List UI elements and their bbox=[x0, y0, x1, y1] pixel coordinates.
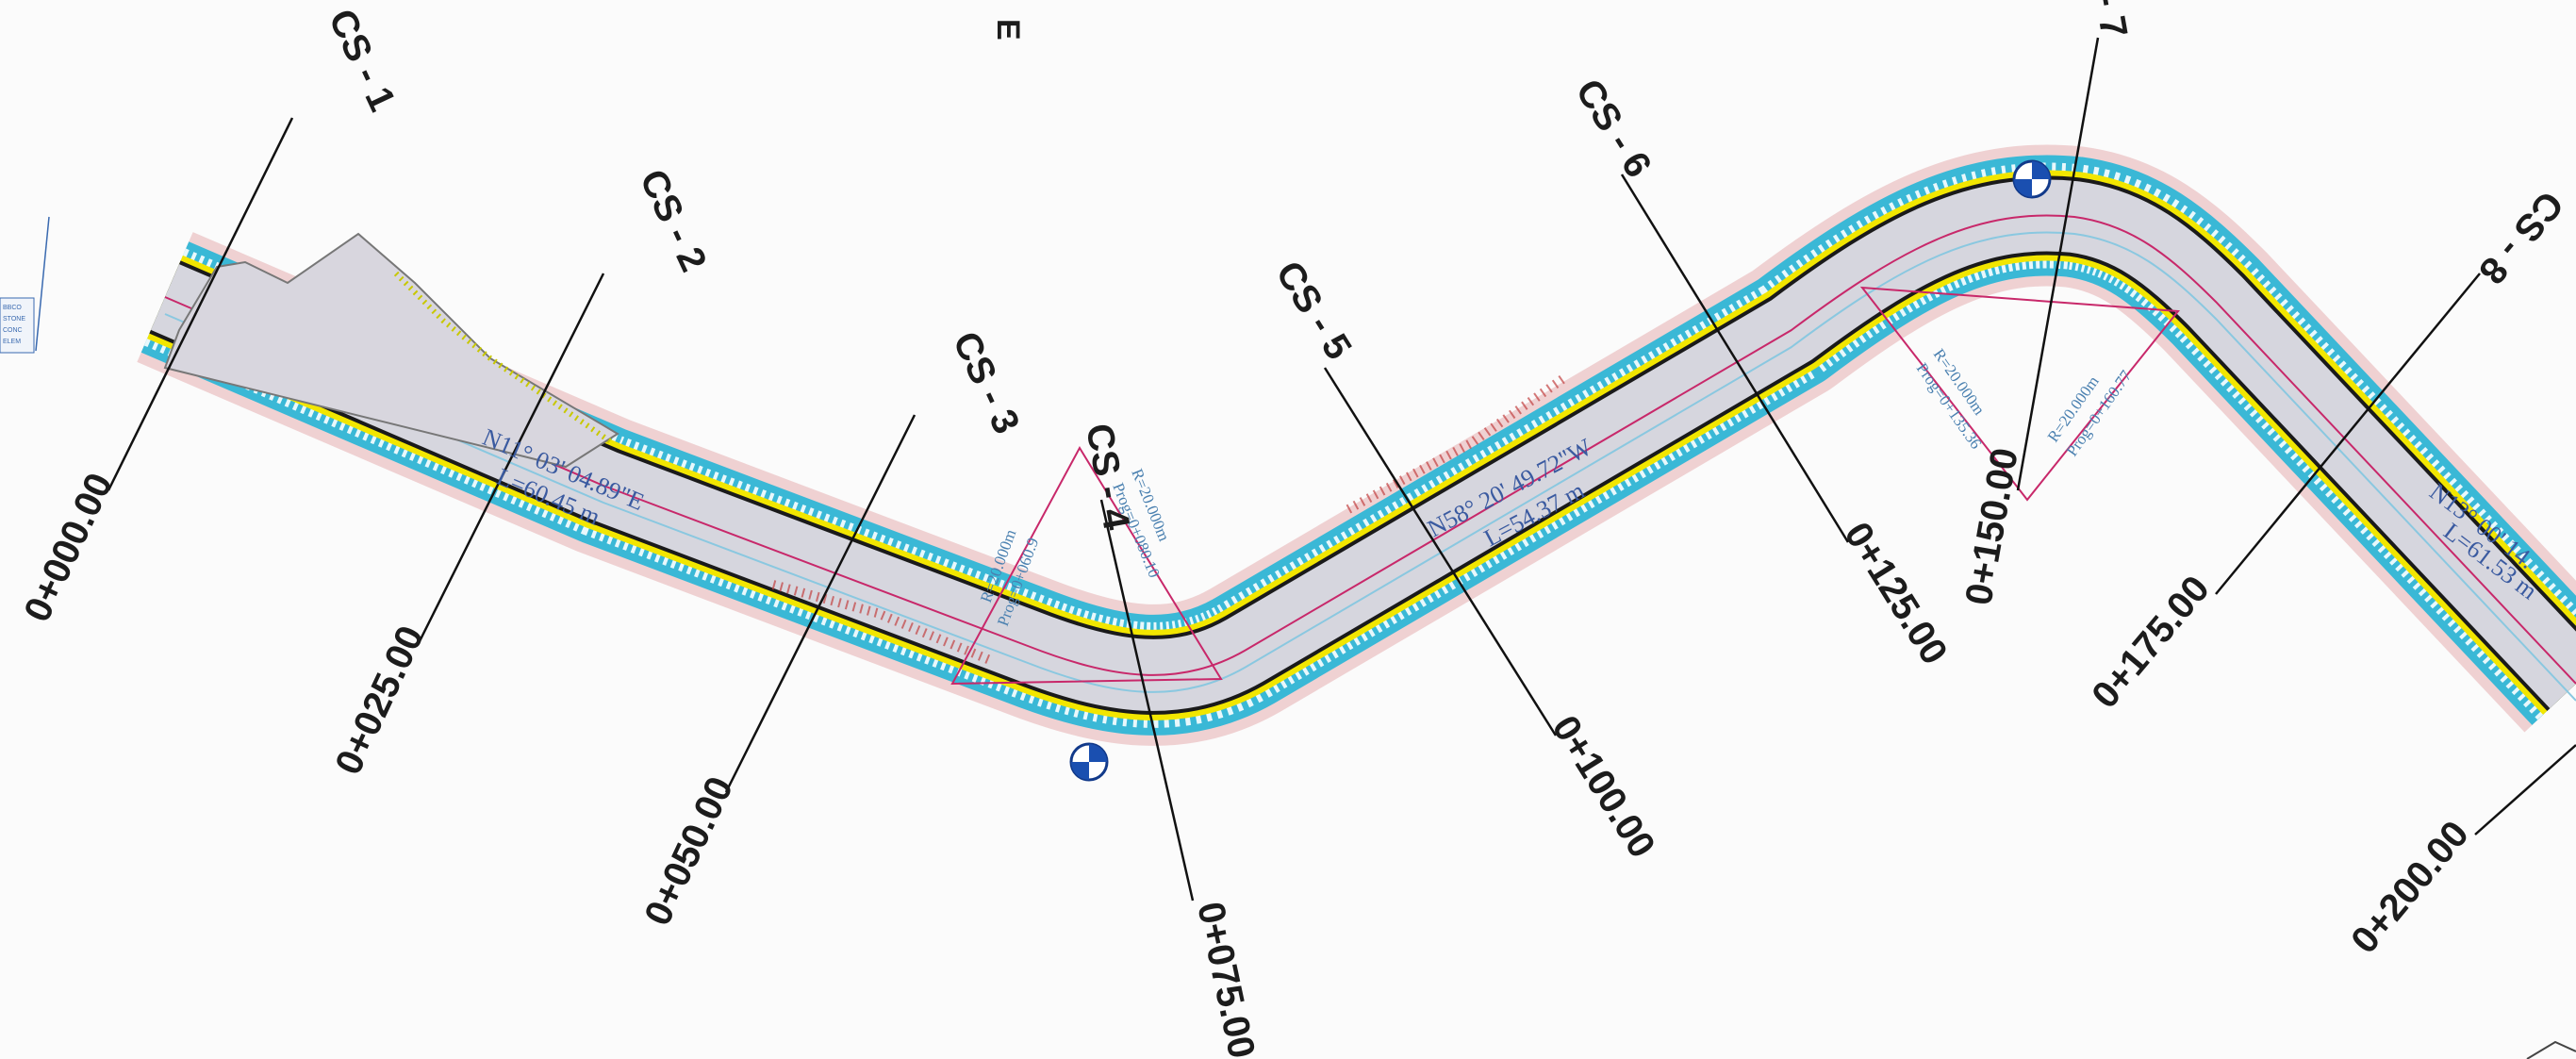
legend-item: CONC bbox=[3, 327, 23, 334]
cs-label: CS - 6 bbox=[1567, 72, 1659, 184]
chainage-label: 0+050.00 bbox=[636, 770, 741, 932]
chainage-label: 0+125.00 bbox=[1836, 515, 1955, 671]
chainage-label: 0+075.00 bbox=[1189, 899, 1263, 1059]
legend: BBCO STONE CONC ELEM bbox=[0, 216, 50, 354]
cs-label: CS - 5 bbox=[1267, 254, 1359, 366]
cs-line-7 bbox=[2016, 37, 2100, 491]
start-hatch bbox=[393, 271, 615, 446]
curve-triangle-2 bbox=[1859, 286, 2180, 502]
cs-line-3 bbox=[724, 414, 916, 793]
cs-label: CS - 8 bbox=[2470, 183, 2571, 291]
benchmark-icon bbox=[1069, 742, 1109, 782]
hatch-2 bbox=[1346, 372, 1568, 514]
chainage-label: 0+100.00 bbox=[1544, 708, 1662, 865]
road-corridor bbox=[137, 144, 2576, 746]
lane-guide-blue bbox=[164, 231, 2576, 702]
legend-leader bbox=[35, 216, 50, 352]
chainage-label: 0+025.00 bbox=[327, 620, 432, 781]
cs-line-2 bbox=[418, 273, 605, 642]
legend-box bbox=[0, 297, 35, 354]
cs-line-5 bbox=[1323, 367, 1558, 736]
corner-mark bbox=[2526, 1040, 2576, 1059]
cs-line-9 bbox=[2474, 744, 2576, 836]
chainage-label: 0+175.00 bbox=[2084, 569, 2218, 717]
cs-line-8 bbox=[2215, 273, 2481, 595]
curve-triangle-1 bbox=[950, 445, 1223, 686]
legend-item: STONE bbox=[3, 316, 25, 323]
cross-section-lines bbox=[107, 37, 2576, 902]
chainage-label: 0+150.00 bbox=[1957, 445, 2025, 608]
cs-line-1 bbox=[107, 117, 294, 491]
cs-line-6 bbox=[1620, 174, 1850, 543]
chainage-label: 0+200.00 bbox=[2343, 814, 2477, 962]
legend-item: BBCO bbox=[3, 305, 22, 311]
chainage-label: 0+000.00 bbox=[16, 467, 121, 628]
chainage-labels: 0+000.00 0+025.00 0+050.00 0+075.00 0+10… bbox=[16, 445, 2477, 1059]
cs-label: CS - 1 bbox=[321, 3, 404, 117]
legend-item: ELEM bbox=[3, 339, 21, 345]
top-marker: E bbox=[990, 19, 1026, 41]
cs-label: CS - 3 bbox=[945, 325, 1028, 439]
benchmark-icon bbox=[2012, 159, 2052, 199]
cs-label: CS - 2 bbox=[632, 163, 715, 277]
cs-line-4 bbox=[1099, 499, 1195, 902]
cs-label: CS - 7 bbox=[2075, 0, 2135, 41]
hatch-1 bbox=[771, 580, 992, 665]
